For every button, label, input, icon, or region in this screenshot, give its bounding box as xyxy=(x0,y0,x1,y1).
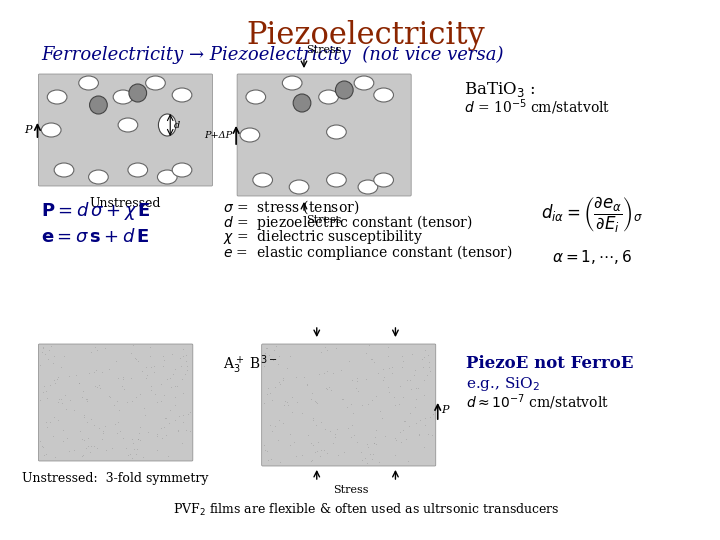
Circle shape xyxy=(293,94,311,112)
Ellipse shape xyxy=(354,76,374,90)
FancyBboxPatch shape xyxy=(38,74,212,186)
Ellipse shape xyxy=(282,76,302,90)
Text: $d \approx 10^{-7}$ cm/statvolt: $d \approx 10^{-7}$ cm/statvolt xyxy=(467,392,609,411)
Ellipse shape xyxy=(289,180,309,194)
Ellipse shape xyxy=(158,114,176,136)
Text: P+ΔP: P+ΔP xyxy=(204,131,232,139)
Text: P: P xyxy=(441,405,449,415)
Circle shape xyxy=(129,84,147,102)
Ellipse shape xyxy=(319,90,338,104)
Text: $d$ =  piezoelectric constant (tensor): $d$ = piezoelectric constant (tensor) xyxy=(223,213,473,232)
Ellipse shape xyxy=(246,90,266,104)
Ellipse shape xyxy=(89,170,108,184)
Text: Ferroelectricity → Piezoelectricity  (not vice versa): Ferroelectricity → Piezoelectricity (not… xyxy=(41,46,504,64)
Text: PiezoE not FerroE: PiezoE not FerroE xyxy=(467,355,634,372)
Ellipse shape xyxy=(54,163,74,177)
Ellipse shape xyxy=(78,76,99,90)
Text: Stress: Stress xyxy=(306,45,341,55)
Ellipse shape xyxy=(374,173,393,187)
Ellipse shape xyxy=(41,123,61,137)
FancyBboxPatch shape xyxy=(38,344,193,461)
Ellipse shape xyxy=(48,90,67,104)
Ellipse shape xyxy=(327,173,346,187)
Text: Unstressed:  3-fold symmetry: Unstressed: 3-fold symmetry xyxy=(22,472,208,485)
Ellipse shape xyxy=(113,90,133,104)
Ellipse shape xyxy=(327,125,346,139)
Text: Stress: Stress xyxy=(333,485,369,495)
Text: PVF$_2$ films are flexible & often used as ultrsonic transducers: PVF$_2$ films are flexible & often used … xyxy=(173,502,559,518)
Text: P: P xyxy=(24,125,32,135)
Text: $\sigma$ =  stress (tensor): $\sigma$ = stress (tensor) xyxy=(223,198,360,215)
Text: Piezoelectricity: Piezoelectricity xyxy=(246,20,485,51)
Text: $\mathbf{P} = d\,\sigma + \chi\,\mathbf{E}$: $\mathbf{P} = d\,\sigma + \chi\,\mathbf{… xyxy=(41,200,151,222)
Circle shape xyxy=(336,81,353,99)
Text: $d$ = 10$^{-5}$ cm/statvolt: $d$ = 10$^{-5}$ cm/statvolt xyxy=(464,97,611,117)
Ellipse shape xyxy=(145,76,166,90)
Ellipse shape xyxy=(128,163,148,177)
Ellipse shape xyxy=(374,88,393,102)
Ellipse shape xyxy=(358,180,378,194)
Text: BaTiO$_3$ :: BaTiO$_3$ : xyxy=(464,80,536,99)
Text: $d_{i\alpha} = \left(\dfrac{\partial e_\alpha}{\partial E_i}\right)_\sigma$: $d_{i\alpha} = \left(\dfrac{\partial e_\… xyxy=(541,195,643,235)
Ellipse shape xyxy=(158,170,177,184)
Text: $\alpha = 1,\cdots, 6$: $\alpha = 1,\cdots, 6$ xyxy=(552,248,632,266)
Text: Unstressed: Unstressed xyxy=(89,197,161,210)
Text: Stress: Stress xyxy=(306,215,341,225)
FancyBboxPatch shape xyxy=(261,344,436,466)
Ellipse shape xyxy=(172,163,192,177)
Ellipse shape xyxy=(172,88,192,102)
Ellipse shape xyxy=(253,173,272,187)
Ellipse shape xyxy=(240,128,260,142)
Text: $e$ =  elastic compliance constant (tensor): $e$ = elastic compliance constant (tenso… xyxy=(223,243,513,262)
Circle shape xyxy=(89,96,107,114)
Text: A$^+_3$ B$^{3-}$: A$^+_3$ B$^{3-}$ xyxy=(223,354,278,376)
Ellipse shape xyxy=(118,118,138,132)
FancyBboxPatch shape xyxy=(237,74,411,196)
Text: $\mathbf{e} = \sigma\,\mathbf{s} + d\,\mathbf{E}$: $\mathbf{e} = \sigma\,\mathbf{s} + d\,\m… xyxy=(41,228,150,246)
Text: $\chi$ =  dielectric susceptibility: $\chi$ = dielectric susceptibility xyxy=(223,228,423,246)
Text: d: d xyxy=(174,120,181,130)
Text: e.g., SiO$_2$: e.g., SiO$_2$ xyxy=(467,375,540,393)
